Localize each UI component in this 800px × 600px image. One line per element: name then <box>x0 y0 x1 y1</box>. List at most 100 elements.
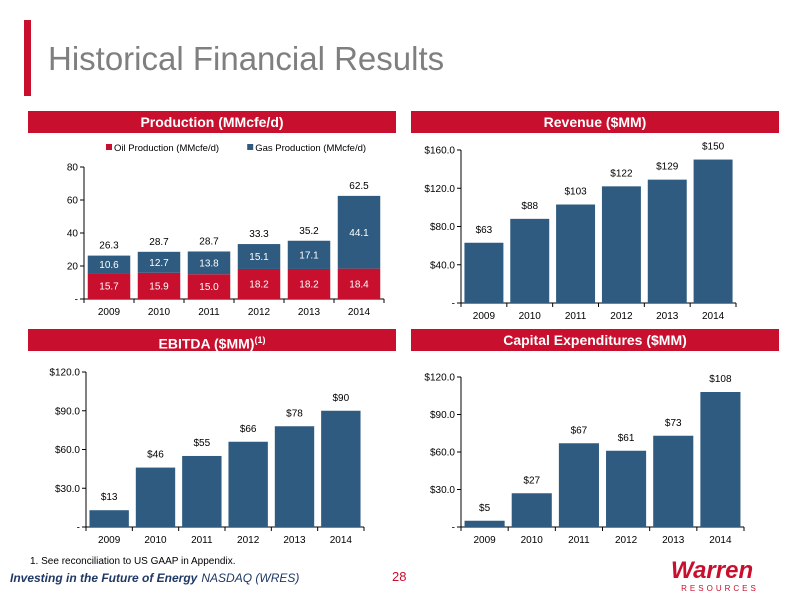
x-tick-label: 2009 <box>473 311 496 322</box>
x-tick-label: 2013 <box>656 311 679 322</box>
x-tick-label: 2010 <box>144 535 167 546</box>
page-number: 28 <box>392 569 407 584</box>
bar-2010 <box>510 218 550 303</box>
bar-value-label: $13 <box>101 492 118 503</box>
ebitda-chart-header: EBITDA ($MM)(1) <box>28 329 396 352</box>
revenue-chart-title: Revenue ($MM) <box>543 114 647 130</box>
x-tick-label: 2013 <box>283 535 306 546</box>
bar-gas-2010 <box>137 251 181 273</box>
y-tick-label: $160.0 <box>424 146 455 157</box>
y-tick-label: $90.0 <box>430 410 455 421</box>
ebitda-footnote-marker: (1) <box>254 335 266 345</box>
bar-value-label: 18.2 <box>249 279 269 290</box>
bar-value-label: $103 <box>564 187 587 198</box>
y-tick-label: $60.0 <box>55 445 80 456</box>
y-tick-label: 40 <box>67 229 79 240</box>
bar-oil-2013 <box>287 268 331 299</box>
production-chart-title: Production (MMcfe/d) <box>140 114 284 130</box>
legend-swatch-oil <box>106 144 112 150</box>
y-tick-label: $60.0 <box>430 448 455 459</box>
bar-gas-2009 <box>87 255 131 274</box>
x-tick-label: 2009 <box>98 307 121 318</box>
bar-value-label: 15.1 <box>249 252 269 263</box>
bar-value-label: 18.2 <box>299 279 319 290</box>
x-tick-label: 2011 <box>568 535 590 546</box>
x-tick-label: 2009 <box>98 535 121 546</box>
x-tick-label: 2012 <box>615 535 638 546</box>
x-tick-label: 2013 <box>662 535 685 546</box>
page-title: Historical Financial Results <box>48 40 445 77</box>
bar-gas-2011 <box>187 251 231 275</box>
legend-swatch-gas <box>247 144 254 150</box>
bar-value-label: $88 <box>521 201 538 212</box>
x-tick-label: 2014 <box>330 535 353 546</box>
bar-value-label: $73 <box>665 418 682 429</box>
bar-2009 <box>464 520 505 527</box>
bar-total-label: 26.3 <box>99 241 119 252</box>
bar-gas-2014 <box>337 195 381 269</box>
y-tick-label: - <box>452 523 455 534</box>
warren-resources-logo: Warren RESOURCES <box>671 557 759 593</box>
legend-label: Oil Production (MMcfe/d) <box>114 143 219 154</box>
y-tick-label: $90.0 <box>55 406 80 417</box>
y-tick-label: $80.0 <box>430 222 455 233</box>
bar-2012 <box>601 186 641 303</box>
x-tick-label: 2011 <box>198 307 220 318</box>
y-tick-label: 20 <box>67 262 79 273</box>
bar-oil-2014 <box>337 268 381 299</box>
bar-2010 <box>135 467 176 527</box>
bar-value-label: $46 <box>147 450 164 461</box>
x-tick-label: 2010 <box>519 311 542 322</box>
ebitda-chart-title: EBITDA ($MM) <box>158 335 255 352</box>
capex-chart: - $30.0 $60.0 $90.0 $120.0 2009 2010 2011 2012 20… <box>424 373 745 546</box>
x-tick-label: 2012 <box>610 311 633 322</box>
bar-2011 <box>558 443 599 527</box>
bar-2009 <box>464 242 504 303</box>
y-tick-label: $30.0 <box>430 485 455 496</box>
y-tick-label: $30.0 <box>55 484 80 495</box>
bar-value-label: $122 <box>610 168 633 179</box>
y-tick-label: - <box>75 295 78 306</box>
bar-value-label: $78 <box>286 408 303 419</box>
bar-2009 <box>89 510 129 527</box>
bar-2014 <box>693 159 733 303</box>
bar-total-label: 62.5 <box>349 181 369 192</box>
bar-value-label: $63 <box>476 225 493 236</box>
bar-value-label: $5 <box>479 503 491 514</box>
x-tick-label: 2014 <box>702 311 725 322</box>
bar-total-label: 33.3 <box>249 229 269 240</box>
x-tick-label: 2010 <box>521 535 544 546</box>
bar-value-label: 15.7 <box>99 282 119 293</box>
bar-value-label: 15.0 <box>199 282 219 293</box>
bar-value-label: $67 <box>571 425 588 436</box>
logo-subtext: RESOURCES <box>681 584 759 593</box>
y-tick-label: 60 <box>67 196 79 207</box>
bar-value-label: 10.6 <box>99 260 119 271</box>
ticker-text: NASDAQ (WRES) <box>201 571 300 585</box>
production-chart-header: Production (MMcfe/d) <box>28 111 396 133</box>
y-tick-label: $40.0 <box>430 260 455 271</box>
y-tick-label: - <box>452 299 455 310</box>
bar-2011 <box>182 455 222 527</box>
bar-value-label: $61 <box>618 433 635 444</box>
logo-wordmark: Warren <box>671 557 753 584</box>
bar-value-label: $66 <box>240 424 257 435</box>
bar-2010 <box>511 493 552 527</box>
bar-oil-2010 <box>137 272 181 299</box>
bar-value-label: $90 <box>332 393 349 404</box>
bar-value-label: 17.1 <box>299 250 319 261</box>
bar-total-label: 28.7 <box>149 237 169 248</box>
bar-oil-2012 <box>237 268 281 299</box>
bar-2011 <box>556 204 596 303</box>
x-tick-label: 2014 <box>709 535 732 546</box>
y-tick-label: - <box>77 523 80 534</box>
bar-value-label: $27 <box>523 475 540 486</box>
bar-value-label: $150 <box>702 142 725 153</box>
legend-label: Gas Production (MMcfe/d) <box>255 143 366 154</box>
bar-value-label: 18.4 <box>349 279 369 290</box>
ebitda-chart: - $30.0 $60.0 $90.0 $120.0 2009 2010 2011 2012 20… <box>49 368 365 546</box>
bar-value-label: 12.7 <box>149 258 169 269</box>
revenue-chart: - $40.0 $80.0 $120.0 $160.0 2009 2010 2011 2012 2… <box>424 142 737 322</box>
bar-total-label: 35.2 <box>299 226 319 237</box>
bar-value-label: 44.1 <box>349 228 369 239</box>
